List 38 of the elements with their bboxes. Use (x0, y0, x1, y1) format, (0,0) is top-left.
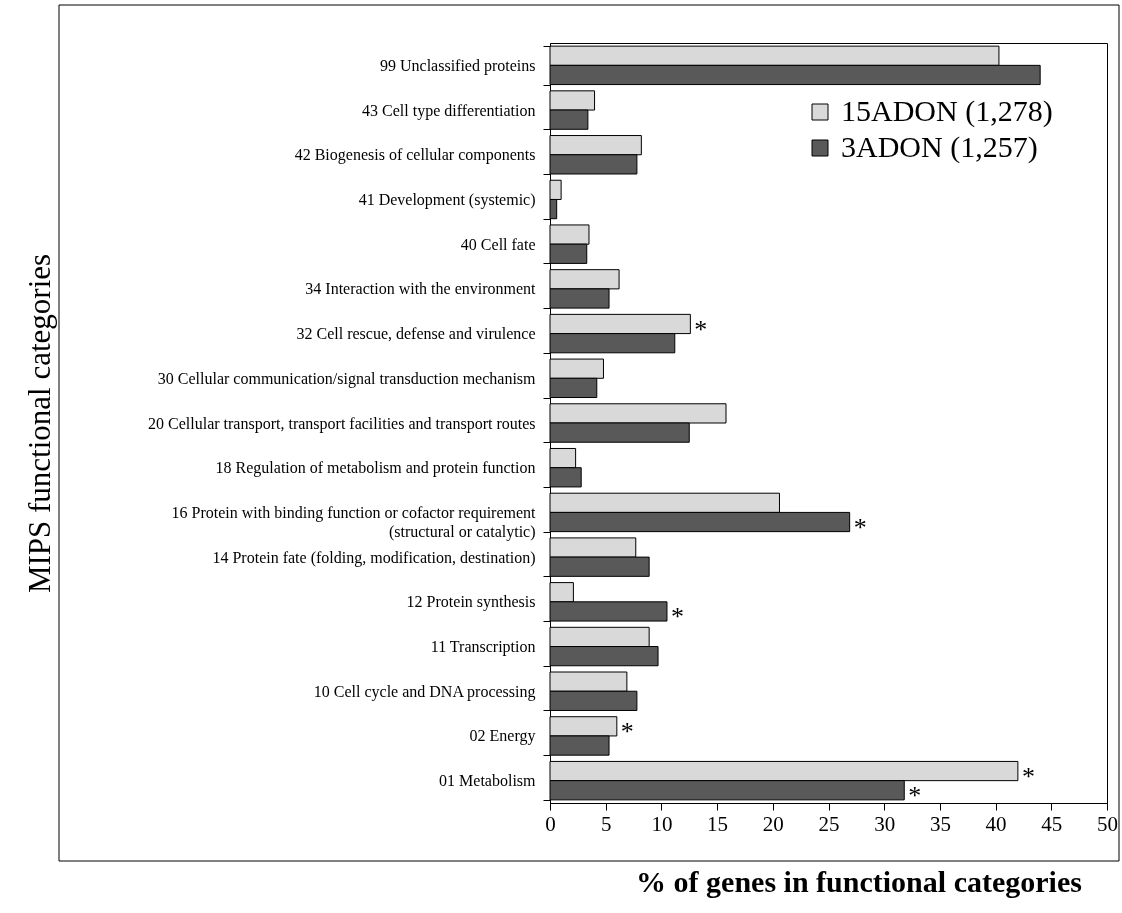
y-tick-label: 14 Protein fate (folding, modification, destination) (212, 548, 536, 567)
y-axis-title: MIPS functional categories (21, 253, 57, 594)
x-tick-label: 15 (707, 811, 729, 836)
annotation: * (1021, 762, 1035, 792)
y-tick-label: 02 Energy (469, 727, 536, 746)
y-tick-label: 10 Cell cycle and DNA processing (313, 682, 536, 701)
legend-label: 15ADON (1,278) (841, 94, 1053, 128)
y-tick-label: 01 Metabolism (439, 772, 537, 790)
x-tick-label: 0 (545, 811, 556, 836)
annotation: * (694, 314, 708, 344)
x-tick-label: 30 (874, 811, 896, 836)
legend-label: 3ADON (1,257) (841, 130, 1038, 164)
y-tick-label: 32 Cell rescue, defense and virulence (296, 325, 536, 343)
x-tick-label: 40 (985, 811, 1007, 836)
y-tick-label: 16 Protein with binding function or cofactor requirement (structural or catalytic) (171, 503, 537, 541)
x-tick-label: 5 (600, 811, 612, 836)
y-tick-label: 41 Development (systemic) (358, 190, 536, 209)
x-tick-label: 45 (1041, 811, 1063, 836)
y-tick-label: 40 Cell fate (460, 235, 536, 253)
y-tick-label: 12 Protein synthesis (406, 593, 536, 612)
x-tick-label: 50 (1097, 811, 1118, 836)
annotation: * (670, 602, 684, 632)
y-tick-label: 11 Transcription (430, 638, 536, 657)
x-tick-label: 20 (762, 811, 784, 836)
x-tick-label: 35 (929, 811, 951, 836)
x-tick-label: 10 (651, 811, 673, 836)
annotation: * (908, 781, 922, 811)
x-tick-label: 25 (818, 811, 840, 836)
annotation: * (620, 717, 634, 747)
y-tick-label: 42 Biogenesis of cellular components (294, 146, 536, 165)
y-tick-label: 34 Interaction with the environment (305, 280, 537, 298)
x-axis-title: % of genes in functional categories (636, 864, 1082, 898)
y-tick-label: 99 Unclassified proteins (379, 56, 536, 75)
y-tick-label: 30 Cellular communication/signal transduction mechanism (157, 369, 537, 388)
y-tick-label: 20 Cellular transport, transport facilities and transport routes (148, 414, 536, 433)
y-tick-label: 43 Cell type differentiation (362, 101, 536, 120)
y-tick-label: 18 Regulation of metabolism and protein function (215, 459, 536, 478)
annotation: * (853, 513, 867, 543)
